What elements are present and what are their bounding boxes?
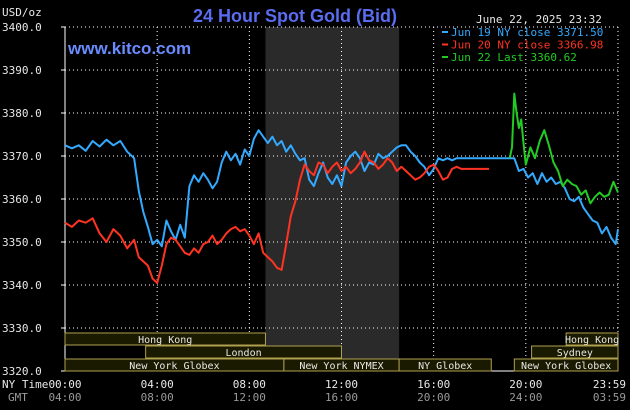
series-line — [64, 129, 619, 248]
chart-title: 24 Hour Spot Gold (Bid) — [193, 6, 397, 26]
chart-grid — [64, 26, 619, 372]
legend-entry: Jun 20 NY close 3366.98 — [451, 39, 603, 52]
y-tick-label: 3330.0 — [2, 322, 42, 335]
session-bar — [398, 358, 492, 372]
y-axis-ticks: 3320.0 3330.0 3340.0 3350.0 3360.0 3370.0 3380… — [2, 21, 65, 378]
y-tick-label: 3320.0 — [2, 365, 42, 378]
series-line — [508, 92, 619, 205]
y-tick-label: 3360.0 — [2, 193, 42, 206]
site-watermark[interactable]: www.kitco.com — [67, 39, 191, 58]
y-tick-label: 3350.0 — [2, 236, 42, 249]
x-tick-label-ny: 20:00 — [509, 378, 542, 391]
session-label: Hong Kong — [565, 335, 619, 346]
series-line — [64, 150, 489, 284]
market-sessions: Hong Kong Hong Kong London Sydney New York G… — [64, 332, 619, 372]
session-bar — [531, 345, 619, 359]
y-tick-label: 3390.0 — [2, 64, 42, 77]
session-label: New York Globex — [521, 361, 611, 372]
session-label: New York Globex — [129, 361, 219, 372]
x-tick-label-gmt: 24:00 — [509, 391, 542, 404]
legend-entry: Jun 22 Last 3360.62 — [451, 51, 577, 64]
x-tick-label-ny: 16:00 — [417, 378, 450, 391]
nymex-highlight-band — [265, 27, 400, 371]
y-tick-label: 3400.0 — [2, 21, 42, 34]
x-tick-label-gmt: 04:00 — [48, 391, 81, 404]
x-tick-label-gmt: 12:00 — [233, 391, 266, 404]
gmt-label: GMT — [8, 391, 28, 404]
y-tick-label: 3370.0 — [2, 150, 42, 163]
chart-datetime: June 22, 2025 23:32 — [476, 13, 602, 26]
x-tick-label-gmt: 08:00 — [141, 391, 174, 404]
session-bar — [513, 358, 619, 372]
legend-entry: Jun 19 NY close 3371.50 — [451, 26, 603, 39]
x-tick-label-ny: 00:00 — [48, 378, 81, 391]
session-bar — [145, 345, 342, 359]
session-bar — [64, 332, 266, 346]
x-tick-label-ny: 12:00 — [325, 378, 358, 391]
session-label: London — [226, 348, 262, 359]
session-label: New York NYMEX — [299, 361, 383, 372]
y-axis-unit-label: USD/oz — [2, 6, 42, 19]
x-tick-label-gmt: 20:00 — [417, 391, 450, 404]
y-tick-label: 3380.0 — [2, 107, 42, 120]
session-label: NY Globex — [418, 361, 472, 372]
x-tick-label-ny: 04:00 — [141, 378, 174, 391]
x-tick-label-gmt: 03:59 — [593, 391, 626, 404]
x-tick-label-ny: 23:59 — [593, 378, 626, 391]
session-label: Sydney — [557, 348, 593, 359]
price-series — [64, 92, 619, 284]
session-label: Hong Kong — [138, 335, 192, 346]
x-axis-ticks: 00:0004:0004:0008:0008:0012:0012:0016:00… — [48, 378, 626, 404]
y-tick-label: 3340.0 — [2, 279, 42, 292]
x-tick-label-ny: 08:00 — [233, 378, 266, 391]
session-bar — [565, 332, 619, 346]
x-tick-label-gmt: 16:00 — [325, 391, 358, 404]
ny-time-label: NY Time — [2, 378, 48, 391]
